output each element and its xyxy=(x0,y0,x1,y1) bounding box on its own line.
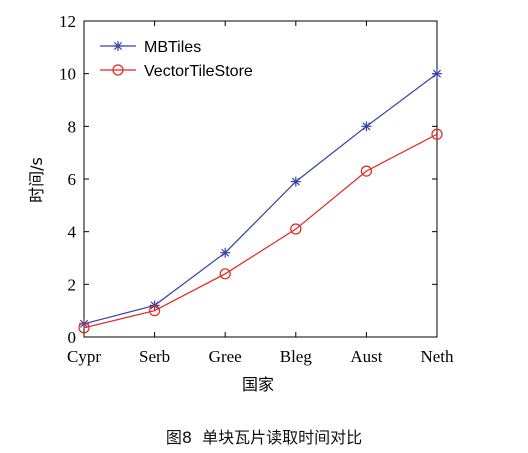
series-vectortilestore xyxy=(78,128,443,334)
y-tick-label: 8 xyxy=(68,117,77,136)
x-tick-label: Bleg xyxy=(280,347,313,366)
plot-area xyxy=(83,20,438,338)
series-mbtiles xyxy=(79,68,442,329)
legend: MBTiles VectorTileStore xyxy=(100,39,253,80)
y-tick-label: 6 xyxy=(68,170,77,189)
y-tick-label: 0 xyxy=(68,328,77,347)
data-point xyxy=(290,223,302,235)
x-tick-label: Gree xyxy=(209,347,242,366)
data-point xyxy=(361,121,372,132)
legend-marker xyxy=(112,64,124,76)
data-point xyxy=(219,268,231,280)
legend-label: MBTiles xyxy=(144,39,201,56)
data-point xyxy=(360,165,372,177)
series-line xyxy=(83,133,438,329)
plot-frame xyxy=(83,20,438,338)
series-group xyxy=(78,68,443,334)
series-line xyxy=(83,73,438,325)
axes: 0 2 4 6 8 10 12 Cypr Serb Gree Bleg Aust Neth xyxy=(59,12,454,366)
figure-caption: 图8 单块瓦片读取时间对比 xyxy=(165,428,363,447)
x-tick-label: Serb xyxy=(139,347,170,366)
x-tick-label: Cypr xyxy=(67,347,101,366)
line-chart: 0 2 4 6 8 10 12 Cypr Serb Gree Bleg Aust Neth MBTile… xyxy=(27,12,454,394)
y-tick-label: 4 xyxy=(68,223,77,242)
x-axis-title: 国家 xyxy=(242,375,274,394)
x-tick-label: Neth xyxy=(420,347,454,366)
y-tick-label: 12 xyxy=(59,12,76,31)
legend-label: VectorTileStore xyxy=(144,63,253,80)
y-tick-label: 2 xyxy=(68,275,77,294)
data-point xyxy=(78,322,90,334)
x-tick-label: Aust xyxy=(350,347,382,366)
data-point xyxy=(431,128,443,140)
y-tick-label: 10 xyxy=(59,65,76,84)
legend-marker xyxy=(113,41,123,51)
y-axis-title: 时间/s xyxy=(27,157,46,203)
data-point xyxy=(149,305,161,317)
legend-item: MBTiles xyxy=(100,39,201,56)
data-point xyxy=(432,68,442,79)
data-point xyxy=(220,247,231,258)
legend-item: VectorTileStore xyxy=(100,63,253,80)
data-point xyxy=(290,176,301,187)
